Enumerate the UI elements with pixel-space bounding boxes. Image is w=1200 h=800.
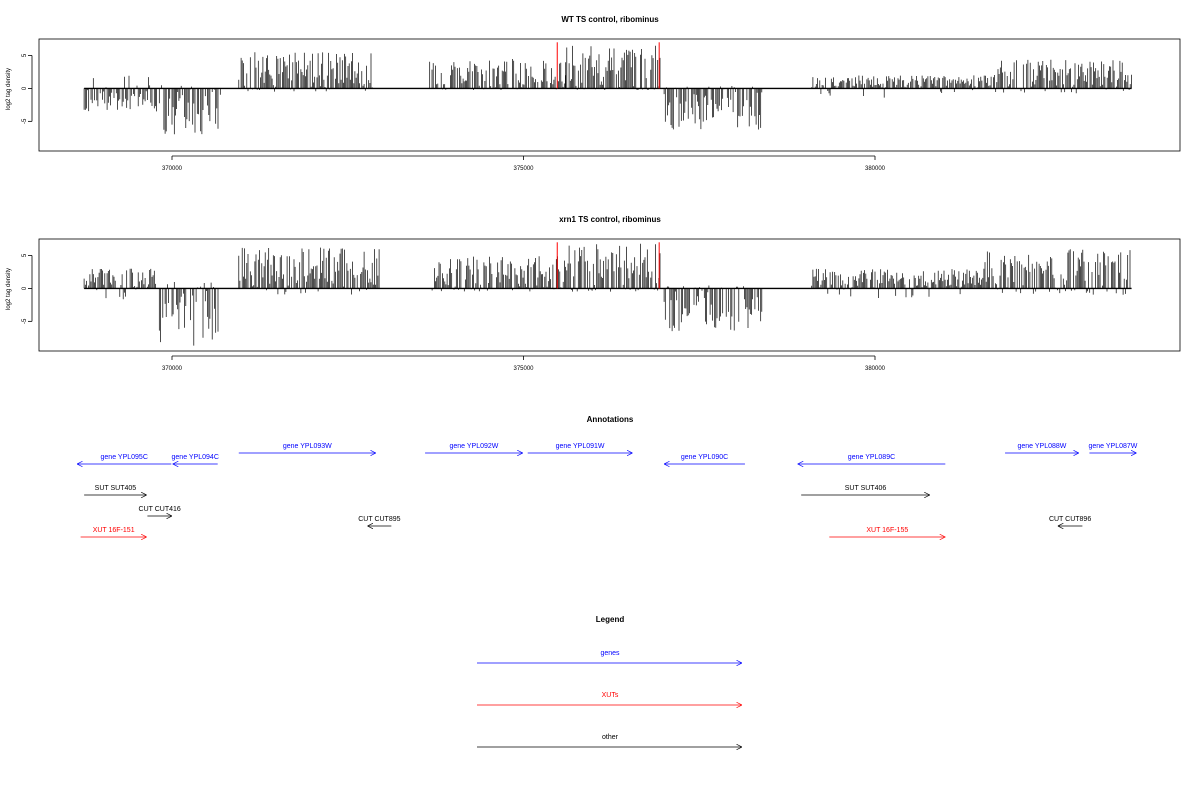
xrn1-bars	[83, 242, 1132, 346]
wt-bars	[83, 42, 1132, 135]
y-tick-label: 5	[22, 253, 28, 257]
wt-x-axis: 370000 375000 380000	[162, 155, 886, 172]
density-bars	[83, 243, 1131, 346]
annotations-panel: Annotations gene YPL095C gene YPL094Cgene…	[77, 415, 1138, 537]
annotation-label: gene YPL088W	[1018, 443, 1067, 450]
legend-item: XUTs	[477, 692, 742, 705]
legend-items: genes XUTs other	[477, 650, 742, 747]
annotation-label: gene YPL093W	[283, 443, 332, 450]
legend-title: Legend	[596, 615, 625, 624]
annotation-other: CUT CUT896	[1049, 516, 1091, 526]
annotation-gene: gene YPL087W	[1089, 443, 1138, 453]
annotation-gene: gene YPL089C	[797, 454, 946, 464]
annotation-label: gene YPL094C	[172, 454, 219, 461]
annotation-label: gene YPL090C	[681, 454, 728, 461]
annotation-label: CUT CUT896	[1049, 516, 1091, 523]
annotation-label: gene YPL095C	[101, 454, 148, 461]
annotation-label: gene YPL089C	[848, 454, 895, 461]
annotation-label: SUT SUT405	[95, 485, 137, 492]
annotation-other: SUT SUT405	[84, 485, 147, 495]
wt-y-axis: -5 0 5	[22, 53, 33, 124]
legend-label: genes	[600, 650, 620, 657]
legend-panel: Legend genes XUTs other	[477, 615, 742, 747]
annotations-title: Annotations	[587, 415, 634, 424]
y-tick-label: -5	[22, 118, 28, 124]
annotation-label: XUT 16F-155	[866, 527, 908, 534]
annotation-xut: XUT 16F-155	[829, 527, 946, 537]
annotation-label: XUT 16F-151	[93, 527, 135, 534]
x-tick-label: 370000	[162, 366, 183, 372]
density-bars	[83, 45, 1132, 135]
x-tick-label: 375000	[513, 366, 534, 372]
xrn1-y-axis: -5 0 5	[22, 253, 33, 324]
x-tick-label: 380000	[865, 166, 886, 172]
annotation-label: SUT SUT406	[845, 485, 887, 492]
xrn1-x-axis: 370000 375000 380000	[162, 355, 886, 372]
legend-item: other	[477, 734, 742, 747]
y-tick-label: 5	[22, 53, 28, 57]
annotation-gene: gene YPL092W	[425, 443, 523, 453]
annotation-label: gene YPL087W	[1089, 443, 1138, 450]
legend-label: other	[602, 734, 619, 741]
annotation-other: CUT CUT416	[139, 506, 181, 516]
annotation-gene: gene YPL091W	[527, 443, 633, 453]
y-tick-label: 0	[22, 86, 28, 90]
annotation-features: gene YPL095C gene YPL094C gene YPL093W gene…	[77, 443, 1138, 537]
annotation-label: CUT CUT895	[358, 516, 400, 523]
annotation-xut: XUT 16F-151	[80, 527, 147, 537]
annotation-gene: gene YPL090C	[664, 454, 745, 464]
xrn1-panel: xrn1 TS control, ribominus log2 tag dens…	[6, 215, 1181, 372]
y-tick-label: -5	[22, 318, 28, 324]
y-tick-label: 0	[22, 286, 28, 290]
annotation-other: CUT CUT895	[358, 516, 401, 526]
xrn1-panel-title: xrn1 TS control, ribominus	[559, 215, 661, 224]
annotation-gene: gene YPL088W	[1005, 443, 1079, 453]
annotation-label: CUT CUT416	[139, 506, 181, 513]
annotation-gene: gene YPL095C	[77, 454, 172, 464]
legend-label: XUTs	[602, 692, 619, 699]
annotation-label: gene YPL092W	[449, 443, 498, 450]
x-tick-label: 370000	[162, 166, 183, 172]
x-tick-label: 375000	[513, 166, 534, 172]
wt-panel-title: WT TS control, ribominus	[561, 15, 659, 24]
annotation-other: SUT SUT406	[801, 485, 930, 495]
x-tick-label: 380000	[865, 366, 886, 372]
annotation-gene: gene YPL093W	[238, 443, 376, 453]
wt-panel: WT TS control, ribominus log2 tag densit…	[6, 15, 1181, 172]
annotation-label: gene YPL091W	[556, 443, 605, 450]
wt-y-axis-label: log2 tag density	[6, 68, 12, 110]
wt-plot-frame	[38, 38, 1181, 152]
legend-item: genes	[477, 650, 742, 663]
xrn1-plot-frame	[38, 238, 1181, 352]
xrn1-y-axis-label: log2 tag density	[6, 268, 12, 310]
annotation-gene: gene YPL094C	[172, 454, 219, 464]
